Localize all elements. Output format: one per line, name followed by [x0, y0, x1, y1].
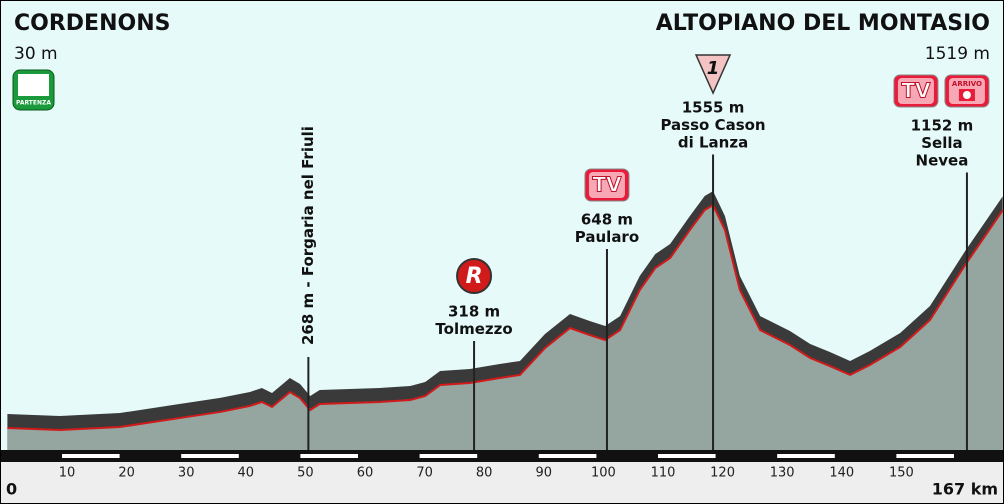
x-tick-label: 10	[59, 466, 76, 481]
x-tick-label: 70	[416, 466, 433, 481]
km-dash	[61, 454, 120, 458]
start-elevation: 30 m	[14, 44, 58, 64]
icon-camera-lens	[962, 91, 971, 99]
x-tick-label: 130	[770, 466, 795, 481]
icon-badge-inner	[897, 78, 934, 104]
annotation-text: 648 m	[581, 211, 633, 229]
x-tick-label: 50	[297, 466, 314, 481]
x-tick-label: 40	[238, 466, 255, 481]
annotation-text: 1555 m	[682, 99, 745, 117]
km-dash	[657, 454, 716, 458]
icon-label: 1	[707, 58, 720, 79]
profile-area	[7, 205, 1003, 450]
x-tick-label: 30	[178, 466, 195, 481]
x-tick-label: 150	[889, 466, 914, 481]
km-dash	[181, 454, 239, 458]
annotation-text: 268 m - Forgaria nel Friuli	[299, 126, 317, 345]
km-dash	[300, 454, 358, 458]
annotation-text: Passo Cason	[660, 116, 765, 134]
annotation-text: Sella	[921, 134, 962, 152]
icon-label: TV	[592, 173, 622, 197]
km-dash	[896, 454, 954, 458]
x-tick-label: 60	[357, 466, 374, 481]
km-dash	[538, 454, 597, 458]
x-tick-label: 20	[118, 466, 135, 481]
start-badge-flag	[18, 74, 49, 96]
annotation-text: Paularo	[575, 228, 639, 246]
annotation-text: 1152 m	[911, 117, 974, 135]
finish-elevation: 1519 m	[925, 44, 990, 64]
x-tick-label: 100	[591, 466, 616, 481]
annotation-text: di Lanza	[678, 134, 748, 152]
annotation-rotated: 268 m - Forgaria nel Friuli	[299, 126, 317, 345]
icon-triangle	[694, 54, 732, 95]
x-tick-label: 90	[536, 466, 553, 481]
start-name: CORDENONS	[14, 11, 170, 36]
start-badge-label: PARTENZA	[16, 100, 51, 107]
x-start-label: 0	[6, 480, 17, 499]
icon-label: R	[466, 264, 483, 289]
profile-line	[7, 203, 1004, 432]
icon-label: ARRIVO	[952, 80, 982, 88]
x-tick-label: 110	[651, 466, 676, 481]
km-dash	[777, 454, 835, 458]
x-tick-label: 120	[710, 466, 735, 481]
bottom-strip	[1, 462, 1003, 503]
annotation-text: Nevea	[916, 152, 969, 170]
icon-label: TV	[901, 79, 931, 103]
x-end-label: 167 km	[932, 480, 998, 499]
icon-circle	[456, 258, 493, 294]
annotation-text: Tolmezzo	[435, 320, 512, 338]
icon-badge-inner	[588, 172, 625, 198]
finish-name: ALTOPIANO DEL MONTASIO	[656, 11, 990, 36]
annotation-text: 318 m	[448, 303, 500, 321]
x-tick-label: 80	[476, 466, 493, 481]
km-dash	[419, 454, 478, 458]
km-bar	[1, 450, 1003, 462]
x-tick-label: 140	[829, 466, 854, 481]
